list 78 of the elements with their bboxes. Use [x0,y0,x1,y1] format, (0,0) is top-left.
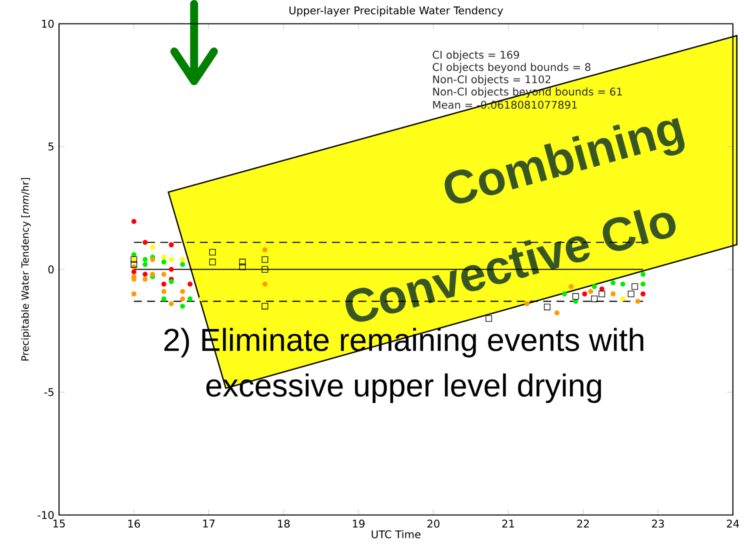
x-tick-label: 17 [203,520,215,528]
x-tick-label: 24 [726,520,740,528]
point [198,276,204,282]
point [142,272,148,277]
point [180,257,186,262]
point [628,290,634,298]
point [610,292,616,297]
point [262,282,268,287]
point [635,298,640,304]
point [188,282,193,287]
x-tick-label: 23 [652,520,664,528]
point [142,262,148,268]
point [180,296,186,302]
point [142,276,148,282]
point [640,292,646,297]
point [168,257,174,262]
y-axis-title: Precipitable Water Tendency [mm/hr] [21,178,31,361]
point [161,254,166,260]
point [620,296,626,302]
point [198,254,204,260]
point [209,249,216,256]
point [180,304,186,309]
point [142,240,148,246]
x-tick-label: 22 [577,520,589,528]
point [180,289,186,294]
y-tick-label: -5 [44,388,54,396]
point [142,257,148,262]
y-tick-label: 10 [42,20,54,28]
point [180,262,186,268]
point [161,272,166,277]
point [239,264,246,270]
x-tick-label: 18 [278,520,290,528]
point [161,296,166,302]
point [150,257,156,262]
point [262,303,268,310]
annotation: CI objects = 169 [432,50,520,61]
point [198,296,204,302]
point [161,260,166,265]
x-tick-label: 21 [502,520,514,528]
point [150,244,156,250]
point [209,258,216,266]
point [168,242,174,248]
point [632,283,638,290]
point [161,282,166,287]
point [150,272,156,277]
point [620,282,626,287]
point [131,269,136,274]
point [131,292,136,297]
point [592,284,597,290]
point [131,219,136,224]
point [591,296,598,302]
y-tick-label: 0 [48,266,54,274]
x-tick-label: 16 [128,520,140,528]
annotation: Non-CI objects = 1102 [433,75,550,86]
point [239,258,246,266]
y-tick-label: -10 [38,511,54,520]
x-axis-title: UTC Time [372,530,420,538]
x-tick-label: 15 [53,520,65,528]
point [168,279,174,284]
point [598,290,606,298]
point [161,289,166,294]
point [262,247,268,252]
x-tick-label: 20 [427,520,440,528]
chart-title: Upper-layer Precipitable Water Tendency [290,6,504,17]
point [168,301,174,306]
point [188,296,193,302]
point [640,282,646,287]
y-tick-label: 5 [48,142,54,151]
annotation: excessive upper level drying [206,374,601,404]
annotation: CI objects beyond bounds = 8 [432,63,590,74]
point [130,261,138,268]
point [262,256,268,263]
point [198,244,204,250]
x-tick-label: 19 [352,520,364,528]
point [168,267,174,272]
point [262,266,268,273]
point [610,280,616,286]
point [640,272,646,277]
